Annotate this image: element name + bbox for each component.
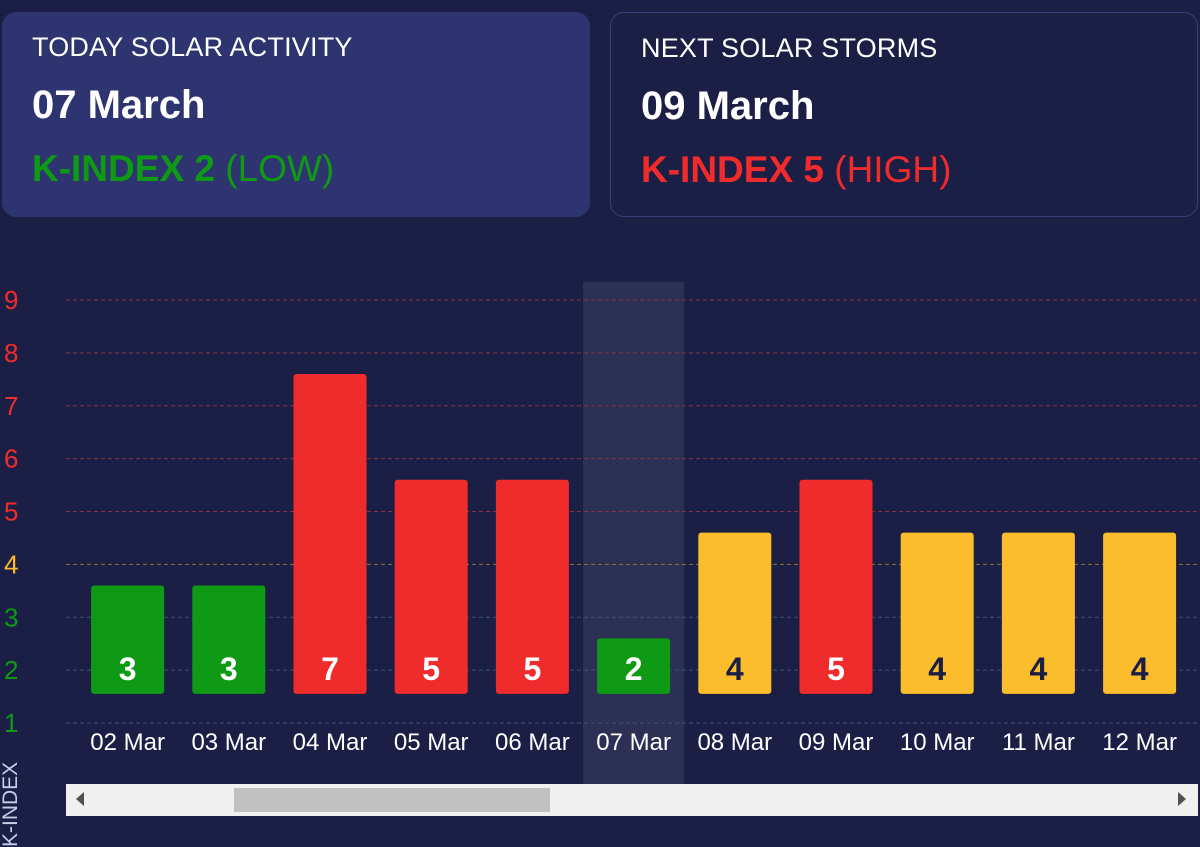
today-activity-card: TODAY SOLAR ACTIVITY 07 March K-INDEX 2 … [2,12,590,217]
today-kindex: K-INDEX 2 (LOW) [32,148,560,190]
x-tick-label: 10 Mar [900,729,975,756]
scroll-right-icon[interactable] [1178,792,1186,806]
bar-09-mar [799,479,873,694]
bar-value-label: 4 [726,651,744,687]
x-tick-label: 07 Mar [596,729,671,756]
y-tick-label: 2 [4,655,18,685]
scroll-left-icon[interactable] [76,792,84,806]
bar-03-mar [192,585,266,694]
kindex-bar-chart: 1 2 3 4 5 6 7 8 9 K-INDEX 3 02 Mar 3 03 Mar 7 04 Mar 5 05… [0,282,1200,847]
x-tick-label: 09 Mar [799,729,874,756]
bar-value-label: 5 [524,651,542,687]
bar-value-label: 5 [827,651,845,687]
bar-value-label: 5 [422,651,440,687]
next-card-date: 09 March [641,84,815,128]
bar-04-mar [293,374,367,694]
x-tick-label: 03 Mar [191,729,266,756]
y-tick-label: 6 [4,444,18,474]
x-tick-label: 05 Mar [394,729,469,756]
y-tick-label: 9 [4,285,18,315]
y-tick-label: 3 [4,602,18,632]
bar-12-mar [1103,532,1177,694]
today-card-date: 07 March [32,83,206,127]
chart-horizontal-scrollbar[interactable] [66,784,1198,816]
x-tick-label: 12 Mar [1102,729,1177,756]
x-tick-label: 06 Mar [495,729,570,756]
x-tick-label: 08 Mar [697,729,772,756]
next-kindex: K-INDEX 5 (HIGH) [641,149,1167,191]
bar-value-label: 2 [625,651,643,687]
bar-11-mar [1001,532,1075,694]
y-tick-label: 7 [4,391,18,421]
y-tick-label: 5 [4,497,18,527]
next-kindex-level: (HIGH) [834,149,952,190]
x-tick-label: 11 Mar [1002,729,1075,756]
y-tick-label: 1 [4,708,18,738]
bar-value-label: 4 [1030,651,1048,687]
bar-02-mar [91,585,165,694]
scroll-thumb[interactable] [234,788,550,812]
y-tick-label: 4 [4,549,18,579]
today-kindex-value: K-INDEX 2 [32,148,215,189]
y-tick-label: 8 [4,338,18,368]
bar-08-mar [698,532,772,694]
today-card-title: TODAY SOLAR ACTIVITY [32,32,353,62]
bar-value-label: 7 [321,651,339,687]
bar-value-label: 4 [928,651,946,687]
bar-value-label: 4 [1131,651,1149,687]
bar-05-mar [394,479,468,694]
bar-06-mar [495,479,569,694]
today-kindex-level: (LOW) [225,148,335,189]
bar-07-mar [597,638,671,694]
next-storms-card: NEXT SOLAR STORMS 09 March K-INDEX 5 (HI… [610,12,1198,217]
x-tick-label: 04 Mar [293,729,368,756]
next-card-title: NEXT SOLAR STORMS [641,33,938,63]
x-tick-label: 02 Mar [90,729,165,756]
next-kindex-value: K-INDEX 5 [641,149,824,190]
y-axis-label: K-INDEX [0,762,22,847]
bar-value-label: 3 [220,651,238,687]
bar-10-mar [900,532,974,694]
current-day-highlight [583,282,685,785]
bar-value-label: 3 [119,651,137,687]
